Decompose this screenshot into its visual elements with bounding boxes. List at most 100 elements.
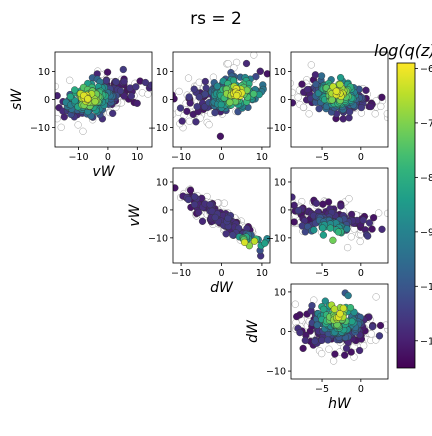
data-point — [312, 338, 319, 345]
data-point — [199, 218, 206, 225]
data-point — [277, 245, 284, 252]
y-tick-label: 0 — [280, 327, 286, 338]
data-point — [92, 98, 99, 105]
x-axis-label: hW — [328, 396, 352, 412]
data-point — [331, 306, 338, 313]
data-point — [194, 103, 201, 110]
data-point — [318, 350, 325, 357]
data-point — [291, 219, 298, 226]
data-point — [337, 81, 344, 88]
data-point — [202, 78, 209, 85]
x-tick-label: 0 — [358, 384, 364, 395]
data-point — [289, 194, 296, 201]
data-point — [379, 94, 386, 101]
data-point — [335, 229, 342, 236]
y-tick-label: 0 — [162, 205, 168, 216]
data-point — [300, 345, 307, 352]
colorbar-label: log(q(z) — [374, 41, 432, 60]
data-point — [369, 323, 376, 330]
data-point — [377, 103, 384, 110]
data-point — [186, 118, 193, 125]
colorbar: −6 −7 −8 −9 −10 −11 — [397, 63, 432, 368]
data-point — [325, 337, 332, 344]
data-point — [293, 313, 300, 320]
y-tick-label: −10 — [148, 233, 168, 244]
data-point — [171, 95, 178, 102]
x-tick-label: 0 — [218, 152, 224, 163]
data-point — [130, 107, 137, 114]
data-point — [142, 79, 149, 86]
data-point — [186, 94, 193, 101]
data-point — [233, 92, 240, 99]
colorbar-tick-label: −8 — [420, 173, 432, 184]
data-point — [337, 310, 344, 317]
data-point — [373, 294, 380, 301]
x-tick-label: −10 — [171, 152, 191, 163]
data-point — [327, 225, 334, 232]
data-point — [302, 337, 309, 344]
data-point — [187, 187, 194, 194]
colorbar-tick-label: −11 — [420, 336, 432, 347]
data-point — [177, 105, 184, 112]
y-axis-label: vW — [127, 203, 143, 226]
panel-hW-dW: −5 0−10010hWdW — [245, 284, 392, 412]
data-point — [71, 87, 78, 94]
data-point — [360, 217, 367, 224]
data-point — [184, 108, 191, 115]
y-tick-label: 10 — [274, 177, 286, 188]
data-point — [176, 88, 183, 95]
y-tick-label: 0 — [280, 95, 286, 106]
data-point — [304, 86, 311, 93]
data-point — [346, 195, 353, 202]
data-point — [243, 60, 250, 67]
data-point — [191, 201, 198, 208]
data-point — [127, 85, 134, 92]
data-point — [333, 88, 340, 95]
data-point — [289, 99, 296, 106]
data-point — [212, 214, 219, 221]
data-point — [340, 116, 347, 123]
x-tick-label: −5 — [315, 384, 329, 395]
data-point — [356, 347, 363, 354]
data-point — [143, 178, 150, 185]
data-point — [309, 302, 316, 309]
data-point — [225, 215, 232, 222]
data-point — [346, 114, 353, 121]
data-point — [326, 346, 333, 353]
data-point — [377, 322, 384, 329]
x-tick-label: 0 — [358, 268, 364, 279]
data-point — [313, 200, 320, 207]
data-point — [191, 193, 198, 200]
data-point — [379, 226, 386, 233]
data-point — [314, 322, 321, 329]
x-tick-label: 10 — [256, 152, 268, 163]
x-tick-label: −10 — [68, 152, 88, 163]
data-point — [212, 109, 219, 116]
data-point — [265, 202, 272, 209]
data-point — [157, 108, 164, 115]
x-tick-label: 10 — [131, 152, 143, 163]
colorbar-tick-label: −7 — [420, 118, 432, 129]
x-tick-label: 0 — [105, 152, 111, 163]
data-point — [337, 74, 344, 81]
data-point — [319, 337, 326, 344]
x-tick-label: 10 — [256, 268, 268, 279]
data-point — [297, 329, 304, 336]
data-point — [241, 239, 248, 246]
data-point — [345, 292, 352, 299]
data-point — [289, 89, 296, 96]
data-point — [272, 197, 279, 204]
data-point — [281, 218, 288, 225]
panel-hW-vW: −5 0 −10 0 10 — [249, 168, 400, 279]
panel-dW-vW: −10 0 10−10010dWvW — [127, 168, 285, 296]
x-tick-label: 0 — [358, 152, 364, 163]
data-point — [364, 233, 371, 240]
data-point — [80, 128, 87, 135]
colorbar-tick-label: −10 — [420, 282, 432, 293]
data-point — [287, 80, 294, 87]
data-point — [372, 110, 379, 117]
y-tick-label: −10 — [148, 123, 168, 134]
data-point — [346, 108, 353, 115]
data-point — [104, 69, 111, 76]
points-hW-dW — [275, 290, 391, 365]
